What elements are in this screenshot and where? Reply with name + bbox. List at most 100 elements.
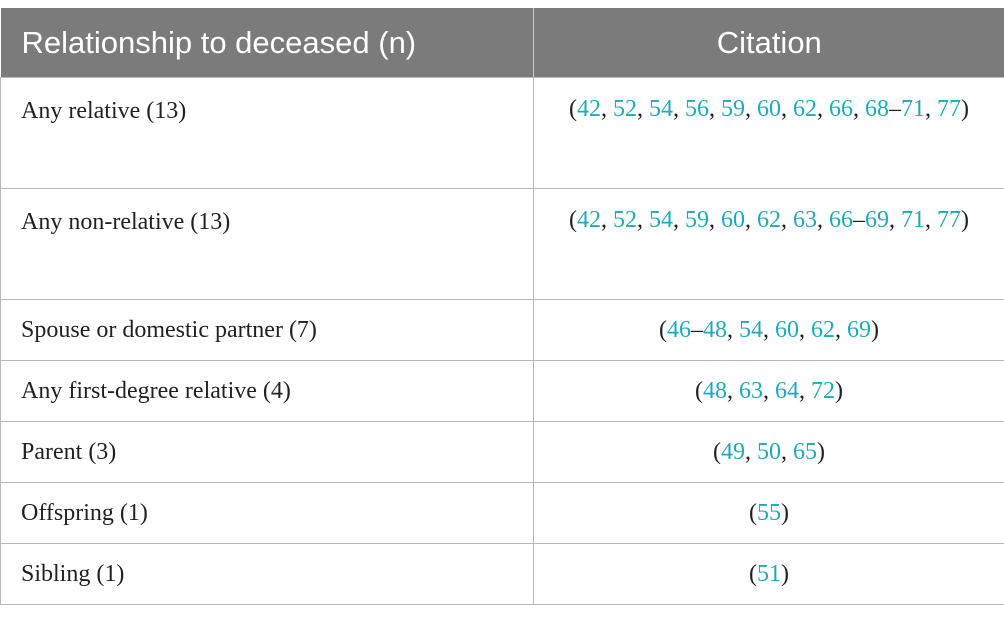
reference-link[interactable]: 68 <box>865 96 889 122</box>
table-row: Any first-degree relative (4) (48, 63, 6… <box>0 360 1004 422</box>
citation-punctuation: ) <box>835 378 843 404</box>
citation-punctuation: , <box>727 378 739 404</box>
reference-link[interactable]: 62 <box>757 207 781 233</box>
citation-punctuation: ) <box>781 500 789 526</box>
citation-punctuation: , <box>727 317 739 343</box>
citation-punctuation: ) <box>871 317 879 343</box>
reference-link[interactable]: 49 <box>721 439 745 465</box>
citation-cell: (51) <box>533 543 1004 605</box>
citation-punctuation: , <box>745 207 757 233</box>
reference-link[interactable]: 66 <box>829 207 853 233</box>
citation-punctuation: – <box>691 317 703 343</box>
reference-link[interactable]: 59 <box>721 96 745 122</box>
citation-punctuation: , <box>601 96 613 122</box>
reference-link[interactable]: 60 <box>775 317 799 343</box>
citation-punctuation: , <box>817 96 829 122</box>
table-row: Any relative (13) (42, 52, 54, 56, 59, 6… <box>0 77 1004 189</box>
reference-link[interactable]: 77 <box>937 96 961 122</box>
relationship-cell: Parent (3) <box>0 421 534 483</box>
reference-link[interactable]: 63 <box>793 207 817 233</box>
reference-link[interactable]: 60 <box>721 207 745 233</box>
citation-punctuation: ) <box>961 207 969 233</box>
reference-link[interactable]: 71 <box>901 207 925 233</box>
reference-link[interactable]: 66 <box>829 96 853 122</box>
reference-link[interactable]: 55 <box>757 500 781 526</box>
citation-punctuation: , <box>835 317 847 343</box>
reference-link[interactable]: 42 <box>577 207 601 233</box>
reference-link[interactable]: 71 <box>901 96 925 122</box>
reference-link[interactable]: 51 <box>757 561 781 587</box>
citation-punctuation: , <box>763 378 775 404</box>
table-row: Spouse or domestic partner (7) (46–48, 5… <box>0 299 1004 361</box>
citation-punctuation: , <box>709 207 721 233</box>
citation-cell: (55) <box>533 482 1004 544</box>
citation-punctuation: , <box>709 96 721 122</box>
citation-punctuation: – <box>889 96 901 122</box>
reference-link[interactable]: 62 <box>811 317 835 343</box>
relationship-cell: Offspring (1) <box>0 482 534 544</box>
reference-link[interactable]: 52 <box>613 207 637 233</box>
citation-punctuation: ) <box>781 561 789 587</box>
citation-punctuation: , <box>817 207 829 233</box>
reference-link[interactable]: 65 <box>793 439 817 465</box>
citation-punctuation: – <box>853 207 865 233</box>
citation-punctuation: , <box>673 207 685 233</box>
citation-cell: (48, 63, 64, 72) <box>533 360 1004 422</box>
table-row: Sibling (1) (51) <box>0 543 1004 605</box>
relationship-citation-table: Relationship to deceased (n) Citation An… <box>0 8 1004 605</box>
header-citation: Citation <box>533 8 1004 78</box>
reference-link[interactable]: 64 <box>775 378 799 404</box>
reference-link[interactable]: 69 <box>847 317 871 343</box>
citation-punctuation: , <box>781 439 793 465</box>
relationship-cell: Any first-degree relative (4) <box>0 360 534 422</box>
reference-link[interactable]: 62 <box>793 96 817 122</box>
reference-link[interactable]: 63 <box>739 378 763 404</box>
reference-link[interactable]: 46 <box>667 317 691 343</box>
reference-link[interactable]: 72 <box>811 378 835 404</box>
citation-punctuation: , <box>745 439 757 465</box>
citation-punctuation: ( <box>749 561 757 587</box>
citation-punctuation: , <box>637 207 649 233</box>
citation-cell: (49, 50, 65) <box>533 421 1004 483</box>
header-relationship: Relationship to deceased (n) <box>0 8 534 78</box>
table-row: Offspring (1) (55) <box>0 482 1004 544</box>
citation-punctuation: , <box>799 317 811 343</box>
citation-punctuation: , <box>781 207 793 233</box>
reference-link[interactable]: 60 <box>757 96 781 122</box>
table-row: Any non-relative (13) (42, 52, 54, 59, 6… <box>0 188 1004 300</box>
citation-punctuation: ( <box>749 500 757 526</box>
citation-punctuation: , <box>601 207 613 233</box>
relationship-cell: Spouse or domestic partner (7) <box>0 299 534 361</box>
relationship-cell: Any non-relative (13) <box>0 188 534 300</box>
citation-cell: (42, 52, 54, 56, 59, 60, 62, 66, 68–71, … <box>533 77 1004 189</box>
citation-punctuation: , <box>925 207 937 233</box>
reference-link[interactable]: 48 <box>703 317 727 343</box>
reference-link[interactable]: 42 <box>577 96 601 122</box>
citation-punctuation: , <box>925 96 937 122</box>
table-header-row: Relationship to deceased (n) Citation <box>0 8 1004 78</box>
citation-punctuation: ( <box>659 317 667 343</box>
reference-link[interactable]: 54 <box>649 96 673 122</box>
reference-link[interactable]: 56 <box>685 96 709 122</box>
reference-link[interactable]: 59 <box>685 207 709 233</box>
citation-punctuation: , <box>781 96 793 122</box>
reference-link[interactable]: 69 <box>865 207 889 233</box>
reference-link[interactable]: 77 <box>937 207 961 233</box>
reference-link[interactable]: 50 <box>757 439 781 465</box>
citation-punctuation: , <box>673 96 685 122</box>
reference-link[interactable]: 54 <box>649 207 673 233</box>
table-row: Parent (3) (49, 50, 65) <box>0 421 1004 483</box>
citation-punctuation: , <box>745 96 757 122</box>
citation-punctuation: , <box>763 317 775 343</box>
reference-link[interactable]: 52 <box>613 96 637 122</box>
citation-punctuation: , <box>853 96 865 122</box>
reference-link[interactable]: 48 <box>703 378 727 404</box>
citation-punctuation: , <box>799 378 811 404</box>
reference-link[interactable]: 54 <box>739 317 763 343</box>
table-body: Any relative (13) (42, 52, 54, 56, 59, 6… <box>0 77 1004 605</box>
relationship-cell: Sibling (1) <box>0 543 534 605</box>
citation-cell: (42, 52, 54, 59, 60, 62, 63, 66–69, 71, … <box>533 188 1004 300</box>
citation-punctuation: , <box>889 207 901 233</box>
citation-punctuation: ) <box>817 439 825 465</box>
citation-punctuation: ( <box>695 378 703 404</box>
